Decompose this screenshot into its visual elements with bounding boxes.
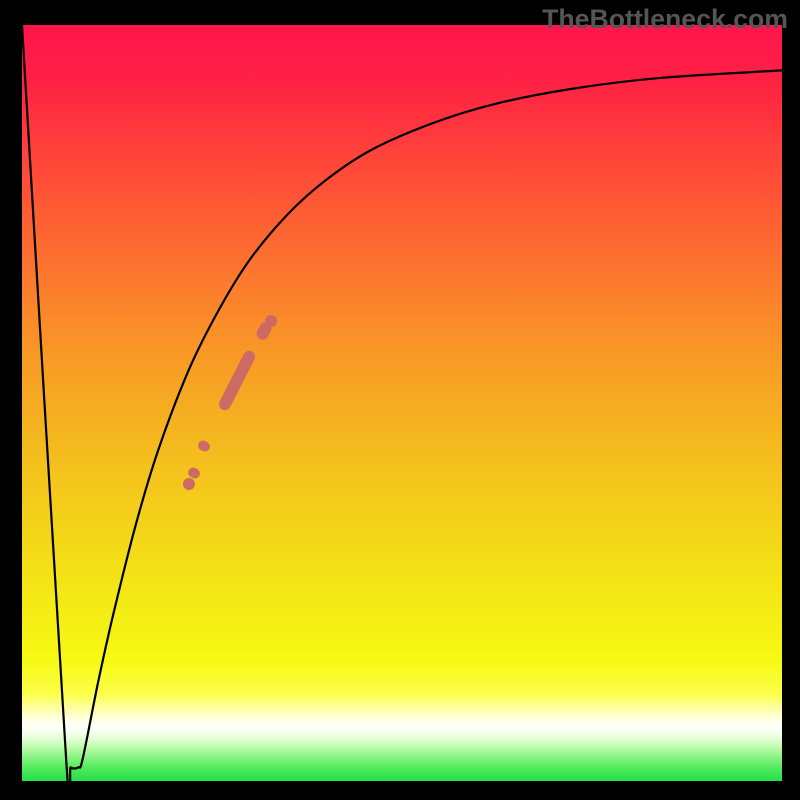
curve-path [22,25,782,781]
plot-area [22,25,782,781]
bottleneck-curve [22,25,782,781]
figure-container: TheBottleneck.com [0,0,800,800]
watermark-text: TheBottleneck.com [542,4,788,35]
